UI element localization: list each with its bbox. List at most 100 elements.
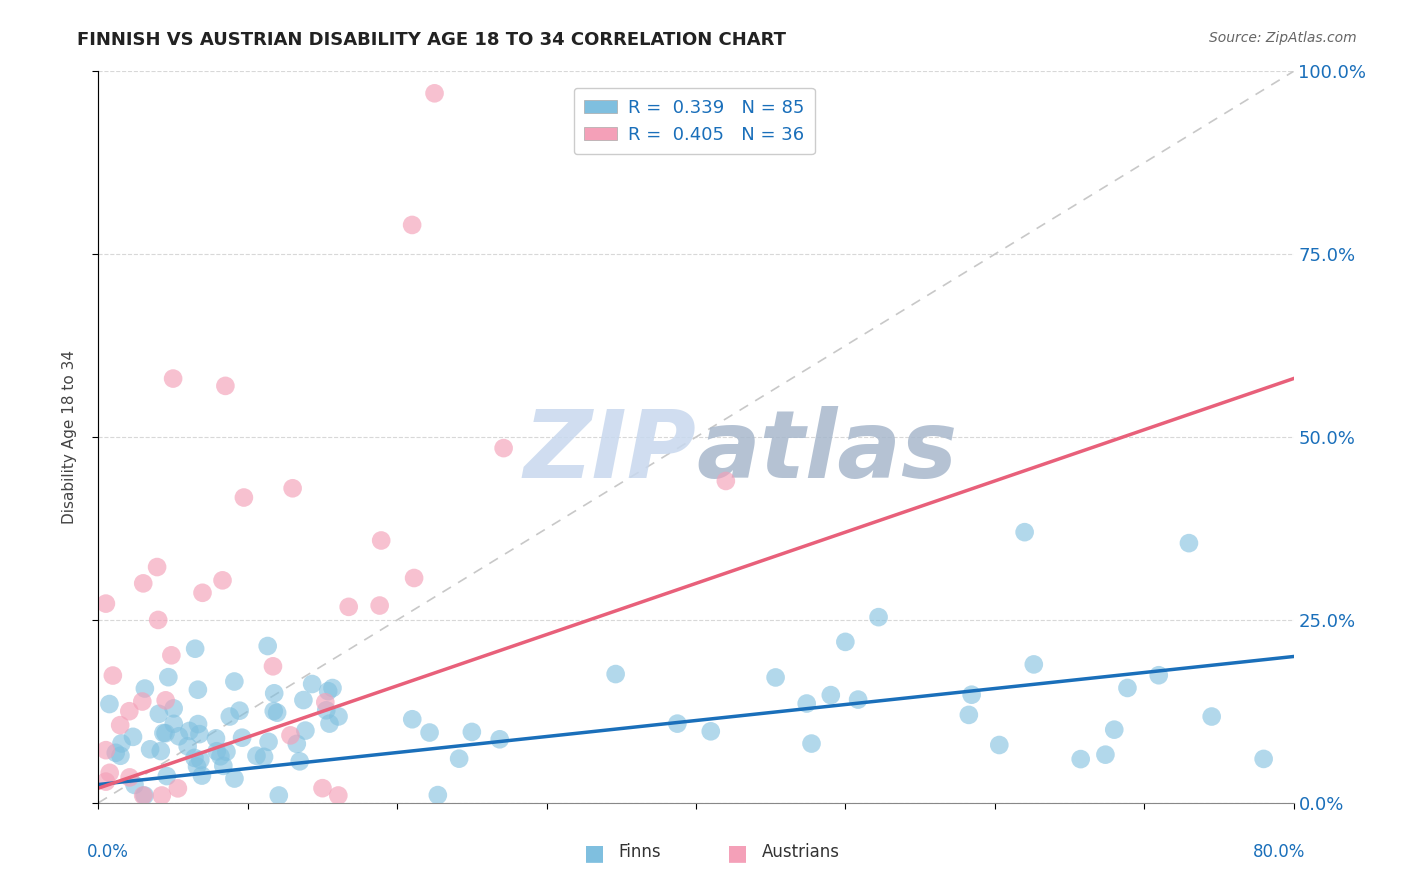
Finns <box>834 635 856 649</box>
Austrians <box>328 789 350 803</box>
Text: ■: ■ <box>583 843 605 863</box>
Finns <box>1147 668 1170 682</box>
Finns <box>253 750 276 764</box>
Finns <box>176 739 198 754</box>
Finns <box>224 772 246 786</box>
Finns <box>1014 525 1036 540</box>
Austrians <box>191 586 214 600</box>
Finns <box>228 704 250 718</box>
Finns <box>110 736 132 750</box>
Finns <box>163 716 186 731</box>
Finns <box>134 789 156 803</box>
Text: 0.0%: 0.0% <box>87 843 128 861</box>
Finns <box>449 752 471 766</box>
Finns <box>263 704 285 718</box>
Finns <box>1022 657 1045 672</box>
Text: Source: ZipAtlas.com: Source: ZipAtlas.com <box>1209 31 1357 45</box>
Finns <box>98 697 121 711</box>
Austrians <box>101 668 124 682</box>
Finns <box>292 693 315 707</box>
Finns <box>1070 752 1092 766</box>
Finns <box>419 725 441 739</box>
Finns <box>1253 752 1275 766</box>
Austrians <box>337 599 360 614</box>
Austrians <box>370 533 392 548</box>
Finns <box>124 778 146 792</box>
Finns <box>846 692 869 706</box>
Austrians <box>155 693 177 707</box>
Finns <box>110 748 132 763</box>
Finns <box>139 742 162 756</box>
Text: 80.0%: 80.0% <box>1253 843 1306 861</box>
Finns <box>224 674 246 689</box>
Finns <box>245 748 267 763</box>
Finns <box>218 709 240 723</box>
Text: ■: ■ <box>727 843 748 863</box>
Finns <box>318 716 340 731</box>
Finns <box>960 688 983 702</box>
Finns <box>257 735 280 749</box>
Finns <box>1104 723 1126 737</box>
Text: atlas: atlas <box>696 406 957 498</box>
Finns <box>1201 709 1223 723</box>
Finns <box>167 729 190 743</box>
Finns <box>461 725 484 739</box>
Finns <box>163 701 186 715</box>
Austrians <box>98 765 121 780</box>
Finns <box>256 639 278 653</box>
Finns <box>190 753 212 767</box>
Finns <box>315 703 337 717</box>
Finns <box>301 677 323 691</box>
Austrians <box>211 574 233 588</box>
Finns <box>267 789 290 803</box>
Finns <box>401 712 423 726</box>
Austrians <box>262 659 284 673</box>
Austrians <box>492 441 515 455</box>
Finns <box>988 738 1011 752</box>
Finns <box>765 670 787 684</box>
Austrians <box>311 781 333 796</box>
Finns <box>328 709 350 723</box>
Finns <box>285 737 308 751</box>
Finns <box>122 730 145 744</box>
Text: Finns: Finns <box>619 843 661 861</box>
Finns <box>148 706 170 721</box>
Austrians <box>146 560 169 574</box>
Finns <box>212 759 235 773</box>
Finns <box>231 731 253 745</box>
Finns <box>215 745 238 759</box>
Austrians <box>132 576 155 591</box>
Austrians <box>118 771 141 785</box>
Finns <box>149 744 172 758</box>
Finns <box>104 746 127 760</box>
Finns <box>957 707 980 722</box>
Austrians <box>118 704 141 718</box>
Austrians <box>404 571 426 585</box>
Finns <box>152 726 174 740</box>
Finns <box>205 744 228 758</box>
Finns <box>179 723 201 738</box>
Austrians <box>132 789 155 803</box>
Text: Austrians: Austrians <box>762 843 839 861</box>
Austrians <box>423 87 446 101</box>
Y-axis label: Disability Age 18 to 34: Disability Age 18 to 34 <box>62 350 77 524</box>
Finns <box>700 724 723 739</box>
Finns <box>155 726 177 740</box>
Austrians <box>714 474 737 488</box>
Finns <box>426 788 449 802</box>
Finns <box>157 670 180 684</box>
Finns <box>294 723 316 738</box>
Austrians <box>314 695 336 709</box>
Austrians <box>131 694 153 708</box>
Finns <box>266 706 288 720</box>
Finns <box>263 686 285 700</box>
Finns <box>1116 681 1139 695</box>
Finns <box>666 716 689 731</box>
Austrians <box>150 789 173 803</box>
Finns <box>186 759 208 773</box>
Finns <box>316 684 339 698</box>
Finns <box>156 769 179 783</box>
Finns <box>191 768 214 782</box>
Finns <box>188 727 211 741</box>
Text: FINNISH VS AUSTRIAN DISABILITY AGE 18 TO 34 CORRELATION CHART: FINNISH VS AUSTRIAN DISABILITY AGE 18 TO… <box>77 31 786 49</box>
